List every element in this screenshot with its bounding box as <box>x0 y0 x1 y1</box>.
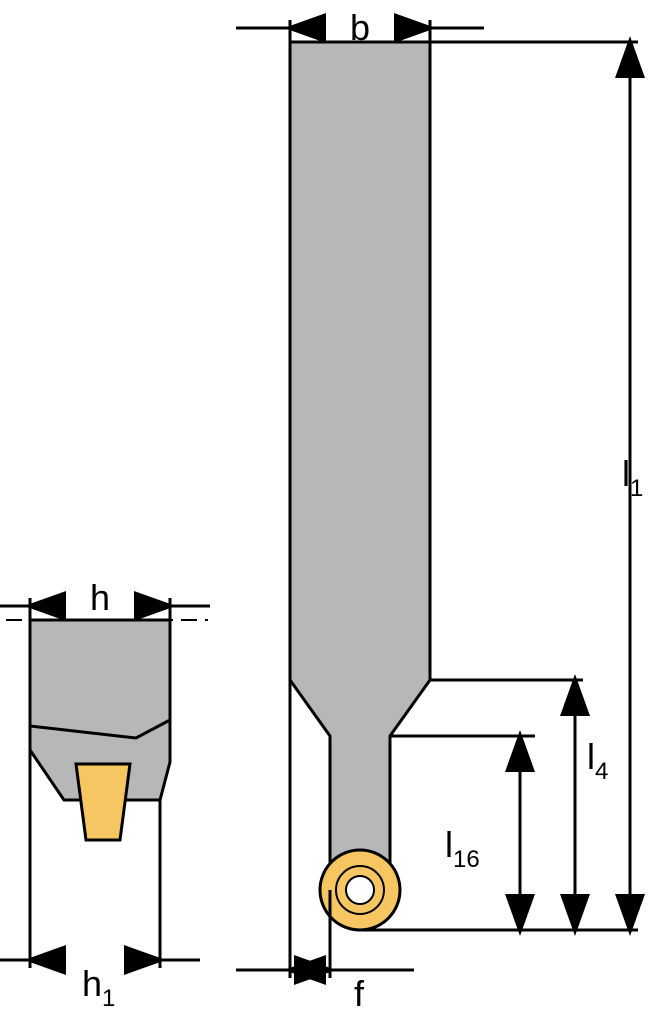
label-h: h <box>90 577 110 618</box>
side-view-insert <box>76 764 130 840</box>
front-view-body <box>290 42 430 890</box>
round-insert-hole <box>346 876 374 904</box>
label-l4: l4 <box>587 736 608 785</box>
label-l16: l16 <box>445 824 480 873</box>
label-f: f <box>354 973 365 1014</box>
label-h1: h1 <box>82 963 115 1012</box>
label-l1: l1 <box>622 453 643 502</box>
label-b: b <box>350 7 370 48</box>
